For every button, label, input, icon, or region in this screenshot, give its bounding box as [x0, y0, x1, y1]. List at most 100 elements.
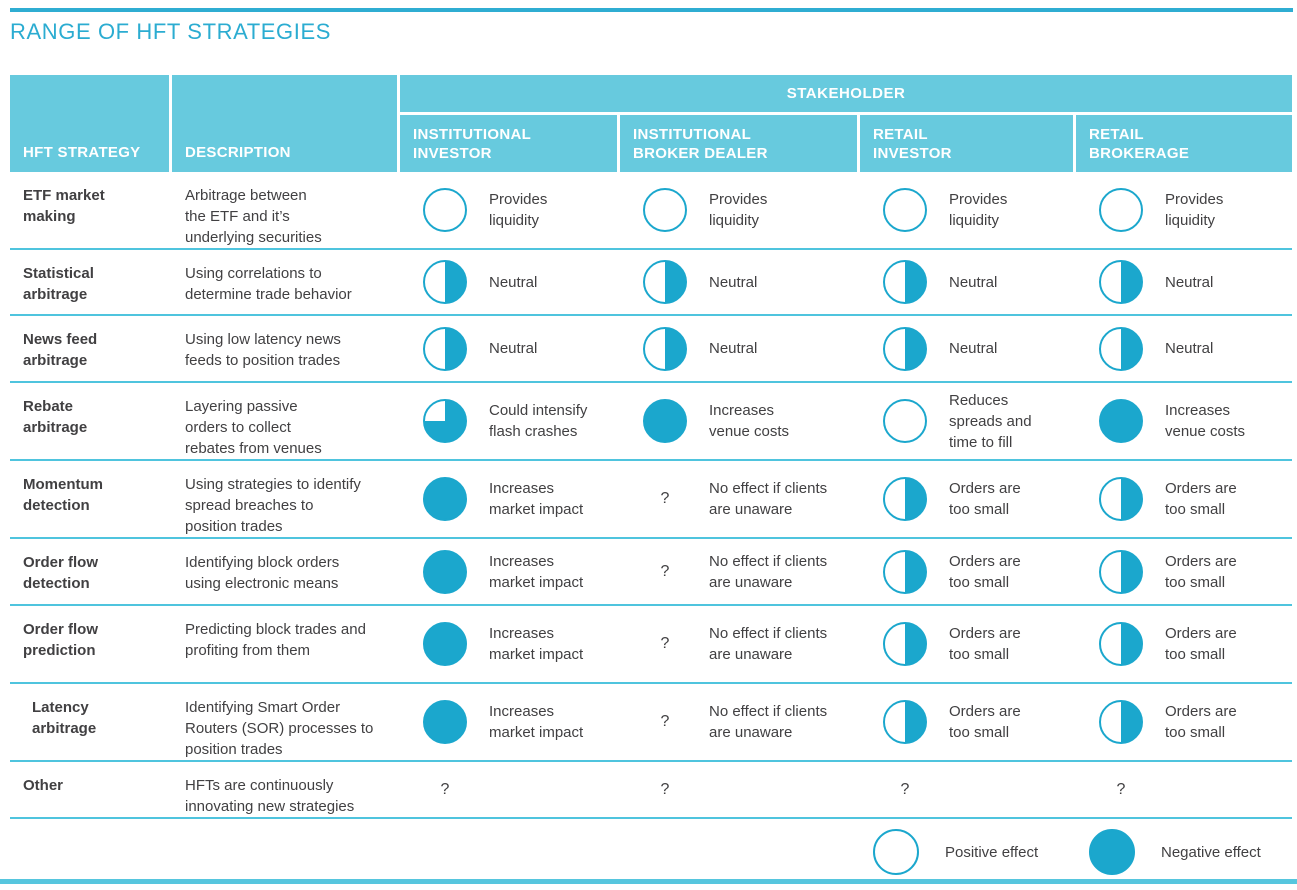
effect-icon — [883, 622, 927, 666]
strategy-description: HFTs are continuously innovating new str… — [185, 777, 355, 815]
effect-icon — [1099, 326, 1143, 371]
stakeholder-cell: Provides liquidity — [1076, 172, 1292, 248]
effect-text: Orders are too small — [1165, 703, 1237, 741]
table-row: Order flow detection Identifying block o… — [10, 539, 1292, 606]
stakeholder-cell: Increases market impact — [400, 606, 620, 682]
legend: Positive effect Negative effect — [10, 819, 1292, 885]
effect-icon: ? — [660, 780, 670, 798]
table-row: Order flow prediction Predicting block t… — [10, 606, 1292, 684]
effect-text: Provides liquidity — [1165, 191, 1224, 229]
stakeholder-cell: ? No effect if clients are unaware — [620, 684, 860, 760]
effect-text: Neutral — [489, 340, 538, 357]
stakeholder-cell: Provides liquidity — [620, 172, 860, 248]
stakeholder-cell: Orders are too small — [860, 461, 1076, 537]
strategy-name: Other — [23, 777, 64, 794]
effect-text: Orders are too small — [949, 703, 1021, 741]
stakeholder-cell: ? No effect if clients are unaware — [620, 461, 860, 537]
stakeholder-cell: ? — [620, 762, 860, 817]
column-group-header-stakeholder: STAKEHOLDER — [400, 75, 1292, 115]
effect-icon — [883, 549, 927, 594]
effect-text: Neutral — [949, 273, 998, 291]
strategy-description: Arbitrage between the ETF and it’s under… — [185, 187, 322, 246]
strategy-description: Using low latency news feeds to position… — [185, 331, 341, 369]
negative-effect-icon — [1089, 829, 1135, 875]
strategy-description: Identifying Smart Order Routers (SOR) pr… — [185, 699, 374, 758]
effect-text: Increases market impact — [489, 552, 584, 591]
stakeholder-cell: Increases venue costs — [620, 383, 860, 459]
effect-text: Neutral — [1165, 340, 1214, 357]
effect-text: Increases venue costs — [709, 402, 790, 440]
effect-icon: ? — [440, 780, 450, 798]
legend-item-negative: Negative effect — [1076, 819, 1292, 885]
effect-icon — [1099, 260, 1143, 304]
stakeholder-cell: ? No effect if clients are unaware — [620, 606, 860, 682]
stakeholder-cell: Neutral — [620, 250, 860, 314]
stakeholder-cell: ? No effect if clients are unaware — [620, 539, 860, 604]
effect-text: Provides liquidity — [489, 191, 548, 229]
effect-text: Neutral — [949, 340, 998, 357]
column-header-institutional-broker-dealer: INSTITUTIONAL BROKER DEALER — [620, 115, 860, 172]
effect-text: Orders are too small — [1165, 625, 1237, 663]
effect-text: No effect if clients are unaware — [709, 625, 828, 663]
effect-icon — [883, 326, 927, 371]
table-row: Statistical arbitrage Using correlations… — [10, 250, 1292, 316]
effect-text: Neutral — [709, 273, 758, 291]
effect-icon: ? — [1116, 780, 1126, 798]
stakeholder-cell: ? — [860, 762, 1076, 817]
strategy-description: Layering passive orders to collect rebat… — [185, 398, 322, 457]
effect-icon — [1099, 549, 1143, 594]
column-header-hft-strategy: HFT STRATEGY — [10, 75, 172, 172]
stakeholder-cell: Orders are too small — [860, 684, 1076, 760]
effect-text: Neutral — [1165, 273, 1214, 291]
effect-text: Could intensify flash crashes — [489, 402, 588, 440]
effect-text: Orders are too small — [949, 625, 1021, 663]
effect-icon — [423, 326, 467, 371]
strategy-description: Predicting block trades and profiting fr… — [185, 621, 366, 659]
strategy-name: Rebate arbitrage — [23, 398, 88, 436]
effect-icon — [1099, 477, 1143, 521]
effect-icon — [883, 477, 927, 521]
strategy-name: Order flow detection — [23, 554, 99, 592]
effect-text: Increases market impact — [489, 703, 584, 741]
effect-text: No effect if clients are unaware — [709, 552, 828, 591]
effect-icon — [883, 399, 927, 443]
top-rule — [10, 8, 1293, 12]
effect-text: Provides liquidity — [709, 191, 768, 229]
positive-effect-icon — [873, 829, 919, 875]
effect-text: Orders are too small — [949, 552, 1021, 591]
strategy-name: Latency arbitrage — [32, 699, 97, 737]
stakeholder-cell: Provides liquidity — [860, 172, 1076, 248]
effect-icon: ? — [660, 490, 670, 507]
column-header-description: DESCRIPTION — [172, 75, 400, 172]
column-header-retail-brokerage: RETAIL BROKERAGE — [1076, 115, 1292, 172]
effect-icon — [643, 326, 687, 371]
stakeholder-cell: Neutral — [400, 250, 620, 314]
stakeholder-cell: Orders are too small — [1076, 684, 1292, 760]
effect-text: Increases market impact — [489, 625, 584, 663]
stakeholder-cell: Increases venue costs — [1076, 383, 1292, 459]
strategy-description: Using correlations to determine trade be… — [185, 265, 352, 303]
strategy-name: Statistical arbitrage — [23, 265, 94, 303]
effect-icon: ? — [660, 635, 670, 652]
effect-icon — [423, 549, 467, 594]
stakeholder-cell: Orders are too small — [1076, 539, 1292, 604]
effect-icon — [643, 188, 687, 232]
stakeholder-cell: Neutral — [620, 316, 860, 381]
table-row: Rebate arbitrage Layering passive orders… — [10, 383, 1292, 461]
stakeholder-cell: Neutral — [400, 316, 620, 381]
effect-text: No effect if clients are unaware — [709, 480, 828, 518]
strategy-name: Order flow prediction — [23, 621, 99, 659]
effect-text: Increases market impact — [489, 480, 584, 518]
table-header: HFT STRATEGY DESCRIPTION STAKEHOLDER INS… — [10, 75, 1292, 172]
effect-icon — [423, 399, 467, 443]
effect-text: Increases venue costs — [1165, 402, 1246, 440]
stakeholder-cell: Neutral — [860, 250, 1076, 314]
effect-icon — [1099, 700, 1143, 744]
stakeholder-cell: Neutral — [1076, 316, 1292, 381]
effect-icon — [423, 622, 467, 666]
effect-icon — [643, 399, 687, 443]
stakeholder-cell: Neutral — [860, 316, 1076, 381]
effect-icon — [423, 477, 467, 521]
effect-icon — [423, 700, 467, 744]
